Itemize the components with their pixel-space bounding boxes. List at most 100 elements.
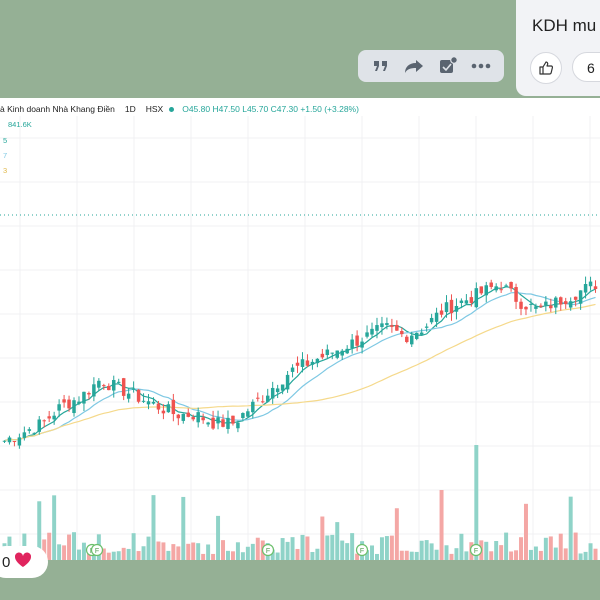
- candle: [92, 384, 96, 397]
- volume-bar: [583, 551, 588, 560]
- candle: [141, 400, 146, 402]
- chart-legend: à Kinh doanh Nhà Khang Điền 1D HSX O45.80 H…: [0, 104, 359, 114]
- volume-bar: [588, 543, 593, 560]
- volume-bar: [141, 546, 146, 560]
- message-action-toolbar: [358, 50, 504, 82]
- price-chart[interactable]: FFFFF: [0, 98, 600, 560]
- volume-bar: [439, 490, 444, 560]
- quote-button[interactable]: [368, 53, 394, 79]
- candle: [186, 412, 190, 417]
- volume-bar: [235, 542, 240, 560]
- candle: [400, 330, 404, 335]
- candle: [459, 300, 464, 304]
- candle: [22, 432, 27, 438]
- candle: [390, 325, 394, 327]
- candle: [578, 290, 583, 304]
- reaction-count: 6: [587, 60, 595, 76]
- candle: [360, 341, 364, 348]
- candle: [280, 384, 285, 391]
- volume-bar: [563, 548, 568, 560]
- forward-icon: [405, 60, 424, 73]
- candle: [489, 282, 493, 287]
- candle: [270, 387, 275, 399]
- candle: [449, 299, 454, 314]
- volume-bar: [42, 539, 47, 560]
- reaction-count-bottom: 0: [2, 553, 11, 571]
- volume-bar: [379, 537, 384, 560]
- candle: [97, 380, 101, 388]
- candle: [519, 301, 523, 309]
- volume-bar: [156, 541, 161, 560]
- volume-bar: [558, 533, 563, 560]
- reaction-count-button[interactable]: 6: [572, 52, 600, 82]
- volume-bar: [424, 540, 429, 560]
- candle: [121, 378, 126, 396]
- volume-bar: [270, 549, 275, 560]
- candle: [196, 412, 200, 423]
- candle: [191, 417, 195, 420]
- volume-bar: [573, 532, 578, 560]
- volume-bar: [533, 546, 538, 560]
- volume-bar: [280, 538, 285, 560]
- more-options-button[interactable]: [468, 53, 494, 79]
- volume-bar: [374, 553, 379, 560]
- candle: [544, 301, 548, 306]
- edit-note-button[interactable]: [435, 53, 461, 79]
- exchange-label: HSX: [145, 104, 164, 114]
- volume-bar: [116, 551, 121, 560]
- candle: [549, 305, 553, 309]
- volume-bar: [166, 550, 171, 560]
- candle: [57, 404, 61, 411]
- volume-bar: [538, 550, 543, 560]
- market-status-dot: [169, 106, 175, 112]
- candle: [146, 401, 151, 405]
- volume-bar: [404, 550, 409, 560]
- candle: [405, 336, 409, 343]
- volume-bar: [449, 553, 454, 560]
- volume-bar: [230, 551, 235, 560]
- volume-bar: [310, 551, 315, 560]
- candle: [573, 296, 578, 300]
- candle: [171, 399, 176, 415]
- volume-bar: [211, 553, 216, 560]
- event-marker: [355, 543, 369, 557]
- symbol-name: à Kinh doanh Nhà Khang Điền: [0, 104, 115, 114]
- candle: [112, 379, 116, 391]
- event-marker-label: F: [95, 548, 99, 555]
- chart-panel[interactable]: FFFFF à Kinh doanh Nhà Khang Điền1DHSXO4…: [0, 98, 600, 560]
- candle: [385, 323, 389, 325]
- volume-bar: [250, 543, 255, 560]
- volume-bar: [121, 547, 126, 560]
- candle: [419, 332, 424, 335]
- volume-bar: [290, 537, 295, 560]
- forward-button[interactable]: [401, 53, 427, 79]
- candle: [315, 358, 320, 364]
- like-button[interactable]: [530, 52, 562, 84]
- candle: [365, 332, 369, 337]
- candle: [439, 310, 444, 315]
- volume-bar: [171, 544, 176, 560]
- candle: [559, 297, 563, 305]
- interval-label[interactable]: 1D: [124, 104, 136, 114]
- volume-bar: [255, 537, 260, 560]
- candle: [395, 324, 399, 331]
- candle: [444, 302, 449, 313]
- reaction-summary[interactable]: 0: [0, 546, 48, 578]
- volume-bar: [370, 545, 375, 560]
- volume-bar: [37, 501, 42, 560]
- volume-bar: [285, 541, 290, 560]
- volume-bar: [76, 549, 81, 560]
- candle: [345, 348, 349, 354]
- candle: [593, 286, 598, 290]
- volume-bar: [81, 542, 86, 560]
- candle: [52, 415, 56, 420]
- candle: [275, 388, 280, 393]
- candle: [499, 289, 503, 291]
- candle: [231, 415, 235, 424]
- candle: [340, 350, 344, 356]
- volume-bar: [206, 544, 211, 560]
- volume-bar: [176, 546, 181, 560]
- volume-bar: [419, 540, 424, 560]
- event-marker: [261, 543, 275, 557]
- candle: [82, 391, 86, 404]
